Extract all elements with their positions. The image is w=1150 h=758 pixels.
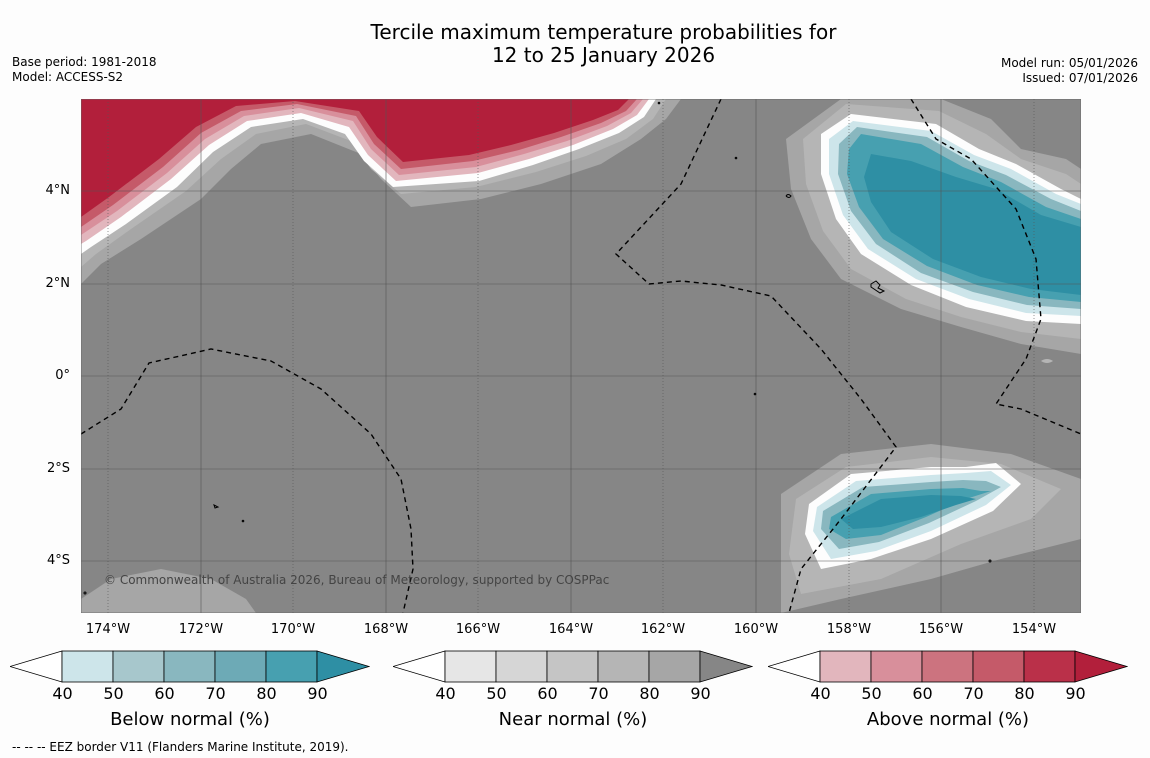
colorbar-title-below: Below normal (%): [110, 709, 270, 730]
colorbar-below-tick-label: 60: [154, 684, 175, 703]
probability-map: [81, 99, 1081, 613]
small-island-patch: [1041, 359, 1053, 363]
y-tick-0: 0°: [55, 368, 70, 383]
colorbar-above-max-triangle: [1074, 650, 1128, 683]
colorbar-below-max-triangle: [316, 650, 370, 683]
eez-borders: [81, 99, 1081, 613]
colorbar-above-segment: [1023, 650, 1076, 683]
x-tick-168w: 168°W: [363, 622, 409, 637]
islands: [83, 101, 992, 595]
colorbar-below-segment: [112, 650, 165, 683]
below-normal-region-north: [786, 99, 1081, 354]
model-name: Model: ACCESS-S2: [12, 70, 124, 84]
colorbar-near-tick-label: 90: [690, 684, 711, 703]
colorbar-above-segment: [819, 650, 872, 683]
model-run: Model run: 05/01/2026: [1000, 56, 1138, 70]
map-title-line2: 12 to 25 January 2026: [491, 43, 716, 67]
x-tick-166w: 166°W: [455, 622, 501, 637]
map-gridlines: [81, 99, 1081, 613]
colorbar-above-tick-label: 90: [1065, 684, 1086, 703]
x-tick-158w: 158°W: [826, 622, 872, 637]
colorbar-near-tick-label: 80: [639, 684, 660, 703]
x-tick-160w: 160°W: [733, 622, 779, 637]
colorbar-below-min-triangle: [10, 650, 63, 683]
colorbar-above-tick-label: 80: [1014, 684, 1035, 703]
colorbar-near-segment: [495, 650, 548, 683]
colorbar-below-segment: [61, 650, 114, 683]
near-normal-region-south: [81, 569, 256, 613]
x-tick-154w: 154°W: [1011, 622, 1057, 637]
x-tick-156w: 156°W: [918, 622, 964, 637]
colorbar-above-min-triangle: [768, 650, 821, 683]
x-tick-172w: 172°W: [178, 622, 224, 637]
colorbar-title-near: Near normal (%): [498, 709, 648, 730]
colorbar-near-segment: [546, 650, 599, 683]
x-tick-162w: 162°W: [640, 622, 686, 637]
y-tick-4s: 4°S: [46, 553, 70, 568]
colorbar-near-tick-label: 60: [537, 684, 558, 703]
colorbar-above-segment: [921, 650, 974, 683]
colorbar-above-segment: [972, 650, 1025, 683]
colorbar-below-segment: [265, 650, 318, 683]
colorbar-above-tick-label: 70: [963, 684, 984, 703]
colorbar-above-normal: [768, 650, 1128, 683]
below-normal-region-south: [781, 444, 1081, 613]
colorbar-near-min-triangle: [393, 650, 446, 683]
above-normal-region: [81, 99, 681, 284]
colorbar-title-above: Above normal (%): [866, 709, 1030, 730]
x-tick-164w: 164°W: [548, 622, 594, 637]
x-tick-174w: 174°W: [85, 622, 131, 637]
colorbar-near-segment: [444, 650, 497, 683]
colorbar-above-tick-label: 60: [912, 684, 933, 703]
colorbar-near-segment: [597, 650, 650, 683]
colorbar-above-segment: [870, 650, 923, 683]
map-title-line1: Tercile maximum temperature probabilitie…: [370, 20, 837, 44]
colorbar-near-segment: [648, 650, 701, 683]
eez-footnote: -- -- -- EEZ border V11 (Flanders Marine…: [12, 740, 349, 754]
colorbar-below-tick-label: 70: [205, 684, 226, 703]
colorbar-below-tick-label: 50: [103, 684, 124, 703]
colorbar-below-tick-label: 80: [256, 684, 277, 703]
colorbar-near-tick-label: 40: [435, 684, 456, 703]
map-copyright: © Commonwealth of Australia 2026, Bureau…: [104, 573, 610, 587]
y-tick-2s: 2°S: [46, 461, 70, 476]
colorbar-below-segment: [214, 650, 267, 683]
colorbar-below-tick-label: 40: [52, 684, 73, 703]
colorbar-near-tick-label: 50: [486, 684, 507, 703]
colorbar-above-tick-label: 40: [810, 684, 831, 703]
y-tick-4n: 4°N: [45, 183, 71, 198]
y-tick-2n: 2°N: [45, 276, 71, 291]
colorbar-near-normal: [393, 650, 753, 683]
colorbar-below-tick-label: 90: [307, 684, 328, 703]
colorbar-near-max-triangle: [699, 650, 753, 683]
colorbar-below-segment: [163, 650, 216, 683]
colorbar-above-tick-label: 50: [861, 684, 882, 703]
colorbar-below-normal: [10, 650, 370, 683]
colorbar-near-tick-label: 70: [588, 684, 609, 703]
issued-date: Issued: 07/01/2026: [1022, 71, 1138, 85]
base-period: Base period: 1981-2018: [12, 55, 157, 69]
x-tick-170w: 170°W: [270, 622, 316, 637]
